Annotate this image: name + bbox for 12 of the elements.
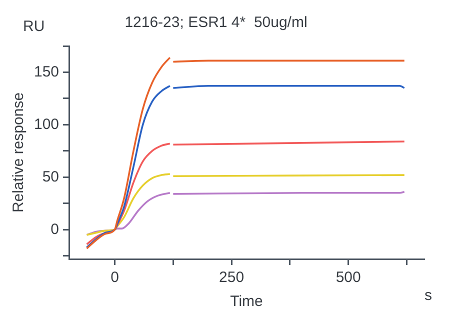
y-tick-label: 0	[50, 220, 60, 238]
y-tick-label: 100	[34, 116, 60, 133]
x-tick-label: 250	[219, 269, 244, 286]
y-axis-title: Relative response	[10, 92, 28, 213]
text: RU	[23, 18, 45, 36]
x-tick-label: 0	[110, 269, 119, 286]
y-tick-label: 150	[34, 63, 60, 80]
x-tick-label: 500	[336, 269, 361, 286]
y-tick-label: 50	[42, 168, 60, 186]
x-axis-title: Time	[230, 293, 263, 310]
chart-title: 1216-23; ESR1 4* 50ug/ml	[124, 14, 308, 32]
text: s	[424, 287, 432, 304]
